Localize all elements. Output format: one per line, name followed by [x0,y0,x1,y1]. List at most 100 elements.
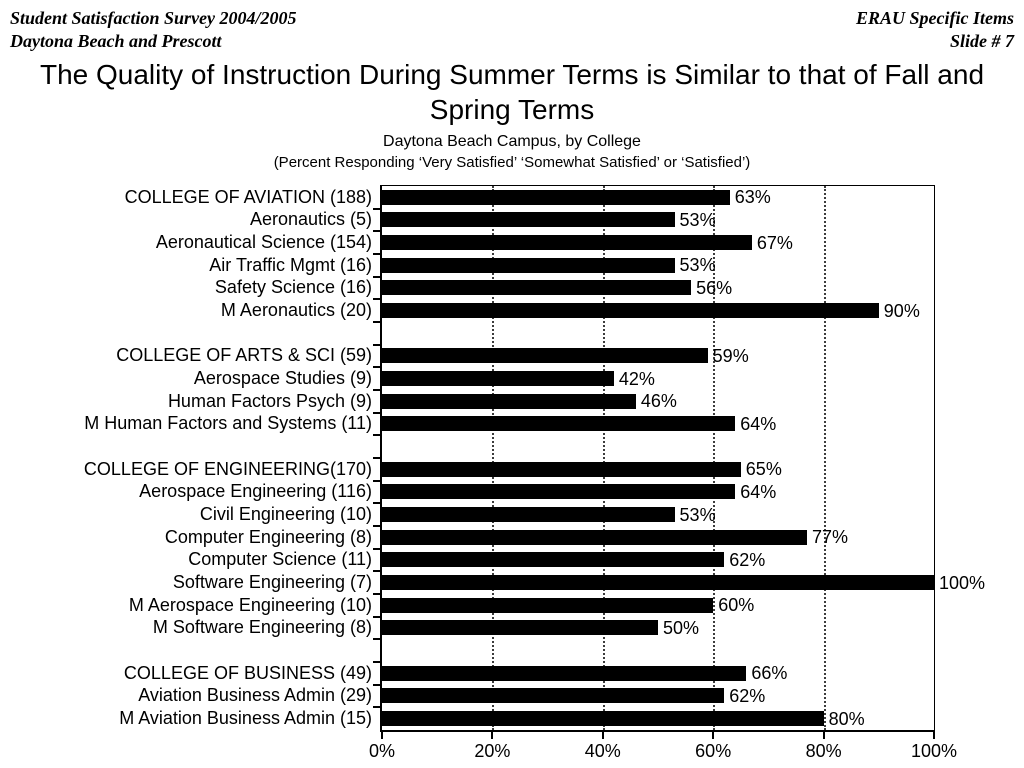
category-label: Aerospace Engineering (116) [139,481,372,502]
y-axis-tick [373,661,381,663]
bar-row: 66% [382,662,934,685]
bar [382,507,675,523]
x-axis-tick-label: 0% [368,741,396,761]
bar-value-label: 46% [640,391,677,412]
bar-row: 77% [382,526,934,549]
x-axis-tick [822,732,825,739]
y-axis-tick [373,683,381,686]
gridline [492,186,495,730]
y-axis-tick [373,479,381,482]
bar-row: 90% [382,299,934,322]
bar [382,348,708,364]
bar-row: 100% [382,571,985,594]
y-axis-tick [373,366,381,369]
bar-row: 53% [382,209,934,232]
bar [382,461,741,477]
bar-value-label: 63% [734,187,771,208]
y-axis-tick [373,525,381,527]
x-axis-tick [933,732,935,739]
y-axis-tick [373,706,381,709]
chart-note: (Percent Responding ‘Very Satisfied’ ‘So… [273,154,751,171]
category-label: M Aerospace Engineering (10) [128,594,372,615]
bar [382,235,752,251]
bar-row: 53% [382,503,934,526]
bar-value-label: 67% [756,232,793,253]
bar-row: 59% [382,345,934,368]
category-label: Safety Science (16) [214,277,372,298]
bar-value-label: 60% [718,595,755,616]
y-axis-tick [373,411,381,414]
section-label: ERAU Specific Items [856,8,1014,28]
bar-row: 42% [382,367,934,390]
bar-row: 50% [382,617,934,640]
slide-number: Slide # 7 [949,31,1014,51]
y-axis-tick [373,298,381,301]
x-axis-tick-label: 80% [805,741,842,761]
bar [382,484,736,500]
bar-row: 63% [382,186,934,209]
y-axis-tick [373,615,381,618]
x-axis-tick-label: 20% [474,741,511,761]
bar-value-label: 65% [745,459,782,480]
y-axis-tick [373,502,381,505]
category-label: Computer Engineering (8) [164,526,372,547]
bar [382,665,747,681]
category-label: M Aeronautics (20) [220,300,372,321]
bar-value-label: 50% [663,617,700,638]
bar [382,212,675,228]
x-axis-tick [712,732,715,739]
bar-row: 62% [382,685,934,708]
bar-row: 64% [382,413,934,436]
y-axis-tick [373,434,381,437]
y-axis-tick [373,343,381,346]
x-axis-tick [491,732,494,739]
bar-row: 62% [382,549,934,572]
bar [382,620,658,636]
category-labels: COLLEGE OF AVIATION (188) Aeronautics (5)… [0,186,372,731]
bar-value-label: 80% [828,708,865,729]
bar-value-label: 66% [751,663,788,684]
y-axis-tick [373,547,381,550]
x-axis-tick [601,732,604,739]
category-label: Computer Science (11) [188,549,372,570]
y-axis-tick [373,457,381,459]
slide-header-right: ERAU Specific Items Slide # 7 [856,7,1014,53]
category-label: Aeronautics (5) [249,209,372,230]
category-label: M Aviation Business Admin (15) [119,708,372,729]
category-label: M Software Engineering (8) [152,617,372,638]
gridline [823,186,826,730]
x-axis-tick [381,732,383,739]
bar-row: 56% [382,277,934,300]
bar [382,393,636,409]
slide-header-left: Student Satisfaction Survey 2004/2005 Da… [10,7,297,53]
bar-value-label: 62% [729,685,766,706]
bar-row: 53% [382,254,934,277]
x-axis-tick-label: 100% [910,741,958,761]
category-label: M Human Factors and Systems (11) [84,413,372,434]
bar-row: 46% [382,390,934,413]
gridline [713,186,716,730]
bar [382,189,730,205]
plot-area: 63% 53% 67% 53% 56% 90% 59% 42% 46% 64% 65% 64% 53% 7… [369,185,985,761]
bar-value-label: 64% [740,481,777,502]
category-label: Civil Engineering (10) [199,504,372,525]
bar [382,303,879,319]
bar-value-label: 56% [696,277,733,298]
bar [382,711,824,727]
bar-value-label: 53% [679,504,716,525]
category-label: COLLEGE OF ARTS & SCI (59) [116,345,372,366]
bar-row: 60% [382,594,934,617]
y-axis-tick [373,570,381,573]
bar-value-label: 42% [618,368,655,389]
bar [382,416,736,432]
x-axis-tick-label: 40% [584,741,621,761]
y-axis-tick [373,230,381,233]
category-label: Human Factors Psych (9) [167,390,372,411]
bar [382,688,725,704]
chart-subtitle: Daytona Beach Campus, by College [383,133,641,150]
bar [382,371,614,387]
bar [382,280,692,296]
y-axis-tick [373,321,381,323]
bar-row: 67% [382,231,934,254]
